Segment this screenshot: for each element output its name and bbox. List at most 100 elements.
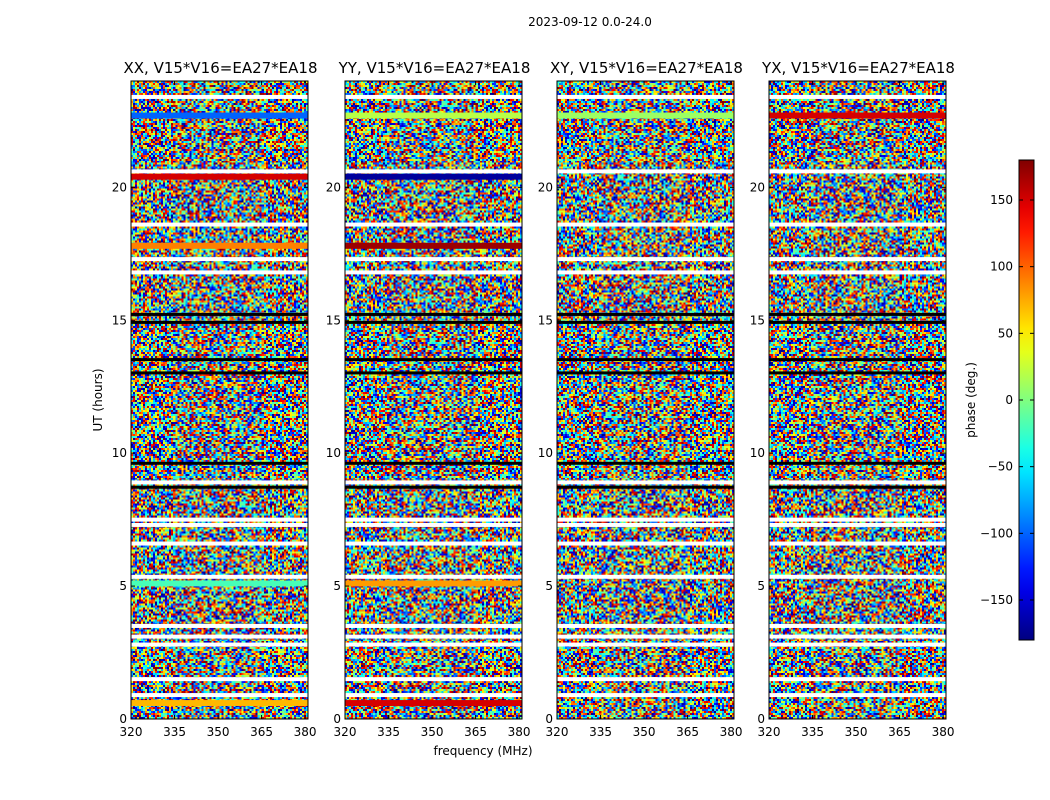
- data-gap: [131, 522, 308, 527]
- flagged-band: [557, 320, 734, 324]
- x-tick-label: 365: [250, 725, 273, 739]
- x-tick-label: 365: [676, 725, 699, 739]
- y-tick-label: 15: [750, 313, 765, 327]
- data-gap: [769, 169, 946, 174]
- coherent-band: [131, 580, 308, 587]
- data-gap: [769, 623, 946, 628]
- panel-title: YY, V15*V16=EA27*EA18: [338, 59, 531, 77]
- phase-raster: [131, 81, 308, 719]
- panel-frame: [130, 80, 309, 720]
- flagged-band: [557, 371, 734, 375]
- flagged-band: [557, 485, 734, 489]
- panel-2: XY, V15*V16=EA27*EA18 320 335 350 365 380 0 5 10…: [538, 59, 743, 739]
- data-gap: [131, 222, 308, 227]
- data-gap: [557, 257, 734, 262]
- colorbar: 150 100 50 0 −50 −100 −150: [980, 159, 1035, 641]
- colorbar-tick-label: −150: [980, 593, 1013, 607]
- coherent-band: [345, 112, 522, 119]
- colorbar-tick-label: −100: [980, 526, 1013, 540]
- y-axis-label: UT (hours): [91, 368, 105, 431]
- coherent-band: [131, 700, 308, 707]
- x-tick-label: 320: [334, 725, 357, 739]
- x-tick-label: 350: [633, 725, 656, 739]
- coherent-band: [131, 173, 308, 180]
- data-gap: [769, 257, 946, 262]
- x-tick-label: 380: [294, 725, 317, 739]
- data-gap: [345, 522, 522, 527]
- data-gap: [345, 480, 522, 485]
- data-gap: [131, 634, 308, 639]
- flagged-band: [769, 312, 946, 316]
- y-tick-label: 20: [538, 180, 553, 194]
- data-gap: [345, 222, 522, 227]
- data-gap: [557, 642, 734, 647]
- data-gap: [769, 270, 946, 275]
- x-tick-label: 335: [163, 725, 186, 739]
- coherent-band: [345, 700, 522, 707]
- colorbar-label: phase (deg.): [964, 362, 978, 438]
- data-gap: [131, 642, 308, 647]
- flagged-band: [769, 461, 946, 465]
- data-gap: [769, 574, 946, 579]
- colorbar-tick-label: 50: [998, 326, 1013, 340]
- flagged-band: [769, 320, 946, 324]
- y-tick-label: 0: [545, 712, 553, 726]
- x-tick-label: 365: [464, 725, 487, 739]
- data-gap: [345, 169, 522, 174]
- y-tick-label: 0: [119, 712, 127, 726]
- data-gap: [557, 634, 734, 639]
- data-gap: [345, 623, 522, 628]
- y-tick-label: 5: [757, 579, 765, 593]
- y-tick-label: 10: [750, 446, 765, 460]
- x-tick-label: 320: [120, 725, 143, 739]
- y-tick-label: 15: [326, 313, 341, 327]
- data-gap: [557, 270, 734, 275]
- coherent-band: [557, 112, 734, 119]
- y-tick-label: 15: [112, 313, 127, 327]
- panel-3: YX, V15*V16=EA27*EA18 320 335 350 365 380 0 5 10…: [750, 59, 955, 739]
- panel-frame: [556, 80, 735, 720]
- flagged-band: [131, 312, 308, 316]
- coherent-band: [345, 580, 522, 587]
- data-gap: [345, 270, 522, 275]
- panel-frame: [768, 80, 947, 720]
- coherent-band: [769, 112, 946, 119]
- data-gap: [131, 541, 308, 546]
- y-tick-label: 5: [333, 579, 341, 593]
- data-gap: [557, 522, 734, 527]
- figure-title: 2023-09-12 0.0-24.0: [528, 15, 652, 29]
- x-tick-label: 320: [546, 725, 569, 739]
- flagged-band: [769, 358, 946, 362]
- panel-title: YX, V15*V16=EA27*EA18: [761, 59, 955, 77]
- data-gap: [557, 169, 734, 174]
- data-gap: [131, 270, 308, 275]
- phase-raster: [769, 81, 946, 719]
- data-gap: [769, 541, 946, 546]
- flagged-band: [345, 461, 522, 465]
- flagged-band: [557, 312, 734, 316]
- flagged-band: [345, 485, 522, 489]
- phase-raster: [557, 81, 734, 719]
- x-tick-label: 380: [508, 725, 531, 739]
- x-tick-label: 350: [421, 725, 444, 739]
- flagged-band: [131, 320, 308, 324]
- colorbar-tick-label: 100: [990, 260, 1013, 274]
- y-tick-label: 5: [545, 579, 553, 593]
- data-gap: [557, 94, 734, 99]
- data-gap: [345, 574, 522, 579]
- data-gap: [345, 94, 522, 99]
- data-gap: [345, 634, 522, 639]
- x-axis-label: frequency (MHz): [433, 744, 532, 758]
- y-tick-label: 0: [757, 712, 765, 726]
- data-gap: [769, 222, 946, 227]
- data-gap: [345, 693, 522, 698]
- colorbar-tick-label: 150: [990, 193, 1013, 207]
- data-gap: [345, 517, 522, 522]
- data-gap: [131, 623, 308, 628]
- flagged-band: [131, 485, 308, 489]
- data-gap: [769, 634, 946, 639]
- flagged-band: [345, 371, 522, 375]
- data-gap: [769, 517, 946, 522]
- y-tick-label: 20: [326, 180, 341, 194]
- flagged-band: [769, 371, 946, 375]
